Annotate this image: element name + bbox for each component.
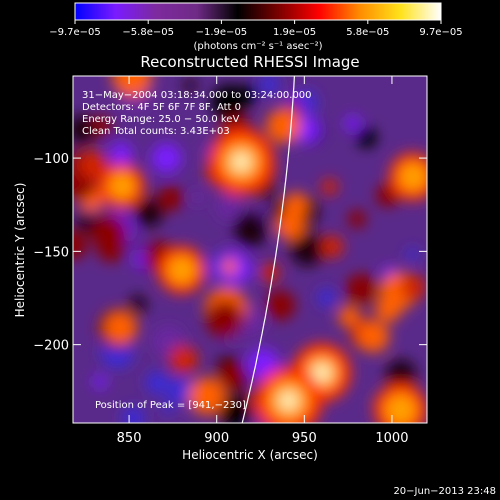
heatmap-cell <box>151 143 182 174</box>
heatmap-cell <box>211 84 247 120</box>
heatmap-cell <box>134 198 164 227</box>
heatmap-cell <box>260 263 280 283</box>
colorbar-tick-label: −5.8e−05 <box>122 27 174 38</box>
heatmap-cell <box>93 374 108 389</box>
heatmap-cell <box>90 214 129 252</box>
solar-limb <box>241 76 295 423</box>
y-tick-label: −200 <box>33 339 69 354</box>
colorbar-tick-label: −9.7e−05 <box>49 27 101 38</box>
bright-source-peak <box>232 152 251 171</box>
heatmap-cell <box>221 258 239 275</box>
heatmap-cell <box>109 142 133 166</box>
heatmap-cell <box>357 320 390 353</box>
heatmap-cell <box>386 359 417 390</box>
date-stamp: 20−Jun−2013 23:48 <box>393 486 496 497</box>
heatmap-cell <box>400 274 427 301</box>
heatmap-cell <box>284 192 309 217</box>
y-axis: −100 −150 −200 <box>33 152 427 354</box>
observation-info: 31−May−2004 03:18:34.000 to 03:24:00.000… <box>82 90 312 137</box>
bright-source-peak <box>279 391 298 410</box>
x-axis: 850 900 950 1000 <box>117 76 408 446</box>
x-tick-label: 950 <box>292 431 317 446</box>
heatmap-cell <box>406 248 420 261</box>
annotation-line: Detectors: 4F 5F 6F 7F 8F, Att 0 <box>82 102 241 113</box>
colorbar-tick-label: 1.9e−05 <box>273 27 316 38</box>
colorbar-tick-label: 5.8e−05 <box>346 27 389 38</box>
heatmap-cell <box>321 178 339 196</box>
bright-source-core <box>385 394 417 423</box>
plot-frame <box>72 75 428 424</box>
colorbar-ticks: −9.7e−05 −5.8e−05 −1.9e−05 1.9e−05 5.8e−05 9.… <box>49 20 463 38</box>
x-axis-label: Heliocentric X (arcsec) <box>182 448 318 462</box>
heatmap-cell <box>266 108 302 144</box>
heatmap-cell <box>375 296 402 323</box>
bright-source-core <box>399 162 427 191</box>
heatmap-cell <box>344 115 361 132</box>
heatmap-cell <box>190 190 205 205</box>
heatmap-cell <box>234 213 268 247</box>
heatmap-cell <box>73 230 88 260</box>
heatmap-cell <box>121 406 145 423</box>
bright-source-core <box>108 172 136 200</box>
heatmap-cell <box>347 209 367 229</box>
heatmap-cell <box>356 127 378 149</box>
heatmap-cell <box>265 290 296 321</box>
heatmap-cell <box>145 371 170 395</box>
heatmap-cell <box>167 377 195 405</box>
y-axis-label: Heliocentric Y (arcsec) <box>13 183 27 318</box>
heatmap-cell <box>259 76 280 95</box>
y-tick-label: −150 <box>33 245 69 260</box>
heatmap-cell <box>218 361 247 390</box>
colorbar <box>74 2 442 21</box>
heatmap-cell <box>104 310 137 344</box>
heatmap-cell <box>338 305 360 328</box>
heatmap-cell <box>345 273 377 305</box>
x-tick-label: 900 <box>204 431 229 446</box>
x-tick-label: 850 <box>117 431 142 446</box>
heatmap-cell <box>91 115 112 136</box>
heatmap-cell <box>183 78 197 93</box>
y-tick-label: −100 <box>33 152 69 167</box>
heatmap-cell <box>73 115 97 145</box>
peak-position-label: Position of Peak = [941,−230] <box>95 400 246 411</box>
heatmap-cell <box>129 295 147 313</box>
heatmap-cell <box>112 76 152 97</box>
colorbar-tick-label: −1.9e−05 <box>196 27 248 38</box>
annotation-line: Clean Total counts: 3.43E+03 <box>82 126 230 137</box>
heatmap-cell <box>317 288 337 308</box>
heatmap-cell <box>161 401 174 414</box>
heatmap-image <box>73 76 427 423</box>
heatmap-cell <box>78 150 109 181</box>
chart-title: Reconstructed RHESSI Image <box>140 53 359 71</box>
heatmap-cell <box>321 235 344 258</box>
bright-source-peak <box>312 363 331 382</box>
heatmap-cell <box>169 345 199 374</box>
colorbar-tick-label: 9.7e−05 <box>419 27 462 38</box>
heatmap-cell <box>206 300 244 338</box>
heatmap-cell <box>276 211 306 241</box>
heatmap-cell <box>216 194 242 220</box>
bright-source-core <box>167 256 196 284</box>
heatmap-cell <box>290 232 325 266</box>
x-tick-label: 1000 <box>375 431 408 446</box>
annotation-line: 31−May−2004 03:18:34.000 to 03:24:00.000 <box>82 90 312 101</box>
heatmap-cell <box>158 185 184 211</box>
heatmap-cell <box>188 377 226 415</box>
annotation-line: Energy Range: 25.0 − 50.0 keV <box>82 114 239 125</box>
colorbar-units: (photons cm⁻² s⁻¹ asec⁻²) <box>193 41 322 52</box>
